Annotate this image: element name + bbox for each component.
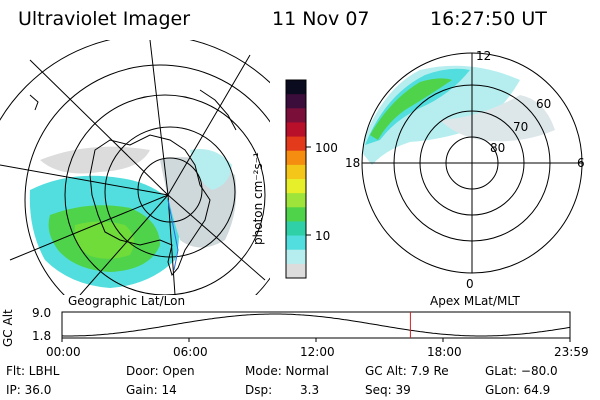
mlat-label-80: 80 xyxy=(490,141,506,155)
gc-alt-curve xyxy=(61,313,571,337)
status-seq: Seq: 39 xyxy=(365,383,411,397)
mlt-label-18: 18 xyxy=(345,156,361,170)
right-aurora-image xyxy=(362,65,555,165)
gc-alt-ytick-min: 1.8 xyxy=(32,329,52,343)
status-gain: Gain: 14 xyxy=(126,383,177,397)
colorbar-segment xyxy=(286,94,306,109)
mlt-label-6: 6 xyxy=(577,156,585,170)
colorbar-tick-100: 100 xyxy=(315,141,338,155)
colorbar-segment xyxy=(286,164,306,180)
colorbar-segment xyxy=(286,221,306,237)
mlat-label-60: 60 xyxy=(536,97,552,111)
colorbar-segment xyxy=(286,136,306,152)
instrument-title: Ultraviolet Imager xyxy=(18,8,191,30)
colorbar-segment xyxy=(286,207,306,222)
time-label: 16:27:50 UT xyxy=(430,8,547,30)
coastline xyxy=(89,134,211,277)
colorbar-unit-label: photon cm⁻²s⁻¹ xyxy=(251,152,265,245)
colorbar-segment xyxy=(286,193,306,208)
colorbar-tick-10: 10 xyxy=(315,229,331,243)
status-glat: GLat: −80.0 xyxy=(485,364,558,378)
status-mode: Mode: Normal xyxy=(245,364,329,378)
gc-alt-xtick-2: 12:00 xyxy=(300,345,335,359)
status-dsp-value: 3.3 xyxy=(300,383,320,397)
left-lon-lines xyxy=(0,40,266,295)
status-dsp-label: Dsp: xyxy=(245,383,273,397)
mlt-label-0: 0 xyxy=(466,277,474,291)
mlat-label-70: 70 xyxy=(513,120,529,134)
gc-alt-ylabel: GC Alt xyxy=(1,309,15,347)
status-door: Door: Open xyxy=(126,364,195,378)
colorbar-segment xyxy=(286,263,306,279)
gc-alt-xtick-3: 18:00 xyxy=(427,345,462,359)
apex-map-label: Apex MLat/MLT xyxy=(430,294,520,308)
status-ip: IP: 36.0 xyxy=(6,383,52,397)
colorbar-segment xyxy=(286,179,306,194)
status-glon: GLon: 64.9 xyxy=(485,383,551,397)
colorbar-segment xyxy=(286,80,306,95)
colorbar-segment xyxy=(286,235,306,251)
colorbar-segment xyxy=(286,122,306,138)
left-aurora-image xyxy=(29,146,237,288)
gc-alt-xtick-4: 23:59 xyxy=(554,345,589,359)
gc-alt-xtick-0: 00:00 xyxy=(46,345,81,359)
status-gc-alt: GC Alt: 7.9 Re xyxy=(365,364,449,378)
gc-alt-ytick-max: 9.0 xyxy=(32,306,52,320)
status-flt: Flt: LBHL xyxy=(6,364,60,378)
colorbar-segment xyxy=(286,108,306,123)
colorbar-segment xyxy=(286,150,306,166)
date-label: 11 Nov 07 xyxy=(272,8,370,30)
colorbar xyxy=(286,80,306,279)
colorbar-segment xyxy=(286,249,306,265)
right-mlt-lines xyxy=(362,53,582,273)
mlt-label-12: 12 xyxy=(476,49,492,63)
gc-alt-xtick-1: 06:00 xyxy=(173,345,208,359)
geographic-map-label: Geographic Lat/Lon xyxy=(68,294,186,308)
